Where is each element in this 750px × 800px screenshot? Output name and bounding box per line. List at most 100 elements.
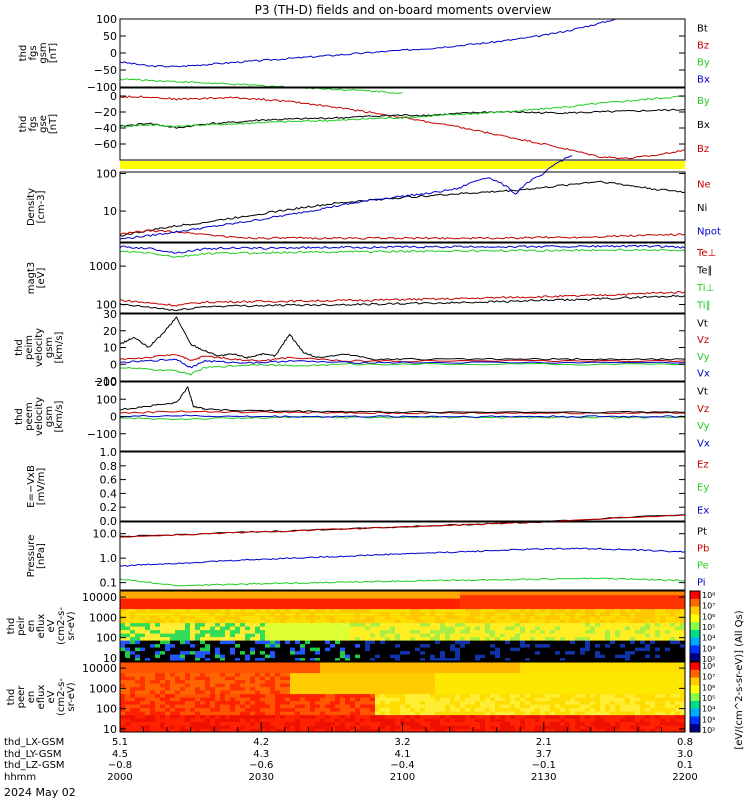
x-row-value: 4.2 [253,737,269,748]
series-Vx [120,358,685,369]
legend-Bx: Bx [697,75,710,86]
spectrogram-peer-eflux [120,662,685,732]
x-row-value: 3.7 [536,749,552,760]
panel-temperature: 1000 100 magt3 [eV] Te⊥ Te∥ Ti⊥ Ti∥ [26,242,716,314]
colorbar-segment [690,645,700,654]
y-axis-label-line: peim [24,335,35,360]
legend-Ex: Ex [697,506,709,517]
colorbar-tick-label: 10³ [702,644,715,653]
panel-frame [119,313,686,382]
panel-pressure: 10.0 1.0 0.1 Pressure [nPa] Pt Pb Pe Pi [26,514,709,591]
y-axis-label-line: [mV/m] [36,468,47,506]
legend-Vz: Vz [697,335,709,346]
x-axis-annotations: thd_LX-GSM 5.1 4.2 3.2 2.1 0.8 thd_LY-GSM 4.5 4.… [4,722,698,783]
series-group-fgs-gsm [120,19,617,95]
legend-By: By [697,58,710,69]
legend-Bz: Bz [697,41,709,52]
colorbar-frame [689,661,701,733]
x-row-value: 4.1 [395,749,411,760]
x-row-value: 3.0 [677,749,693,760]
x-row-label: hhmm [4,772,36,783]
panel-fgs-gsm: 100 50 0 −50 −100 thd fgs gsm [nT] Bt Bz By Bx [18,13,710,95]
panel-frame [119,18,686,88]
series-Pi [120,547,685,567]
colorbar-tick-label: 10⁴ [702,705,715,714]
y-tick-label: −20 [94,106,117,119]
y-tick-label: 30 [103,308,117,321]
y-axis-label-line: velocity [34,328,45,367]
panel-fgs-gse: 0 −20 −40 −60 thd fgs gse [nT] By Bx Bz [18,87,710,161]
y-axis-label-line: [nT] [48,43,59,63]
colorbar-segment [690,598,700,608]
y-tick-label: 10000 [82,662,117,675]
series-group-pressure [120,514,685,587]
y-tick-label: −10 [94,375,117,388]
colorbar-segment [690,716,700,725]
x-row-value: 2100 [390,772,415,783]
y-tick-label: 100 [96,299,117,312]
y-axis-label-line: gse [38,115,49,133]
y-axis-label-line: gsm [44,406,55,427]
colorbar-segment [690,629,700,639]
legend-Ey: Ey [697,483,709,494]
legend-Bt: Bt [697,24,708,35]
colorbar-tick-label: 10⁸ [702,662,715,671]
y-tick-label: 0.6 [100,474,118,487]
y-tick-label: 0.2 [100,501,118,514]
colorbar-segment [690,693,700,702]
x-row-value: −0.6 [249,760,273,771]
legend-Bx: Bx [697,120,710,131]
panel-peem-velocity: 200 100 0 −100 thd peem velocity gsm [km/s] Vt Vz V… [14,376,710,452]
y-tick-label: −50 [94,64,117,77]
colorbar-tick-label: 10² [702,655,715,664]
y-axis-label-line: [nT] [48,114,59,134]
series-Vt [120,386,685,414]
x-row-value: 4.3 [253,749,269,760]
y-axis-label-line: sr-eV) [66,682,77,711]
colorbar-frame [689,590,701,662]
y-axis-label-line: fgs [28,45,39,60]
legend-Te∥: Te∥ [696,265,713,276]
y-axis-label-line: E=−VxB [26,465,37,508]
colorbar: 10⁸10⁷10⁶10⁵10⁴10³10²10⁸10⁷10⁶10⁵10⁴10³1… [689,590,745,750]
x-row-value: 2000 [107,772,132,783]
y-tick-label: 0 [110,90,117,103]
spectrogram-peir-eflux [120,591,685,662]
y-axis-label-line: peer [16,685,27,709]
x-row-label: thd_LX-GSM [4,737,64,748]
panel-peer-eflux: 10000 1000 100 10 thd peer en eflux eV (cm2-s-sr-… [6,661,686,736]
series-Bx [120,19,617,68]
y-tick-label: 0.0 [100,515,118,528]
y-tick-label: 0.4 [100,487,118,500]
x-row-value: −0.8 [108,760,132,771]
series-Bz [120,95,685,160]
series-group-temperature [120,244,685,312]
y-axis-label-line: thd [14,339,25,356]
panel-peir-eflux: 10000 1000 100 10 thd peir en eflux eV (cm2-s-sr-… [6,590,686,665]
y-tick-label: 100 [96,168,117,181]
colorbar-segment [690,708,700,717]
y-tick-label: 100 [96,703,117,716]
x-row-value: 2130 [531,772,556,783]
y-axis-label-line: thd [18,116,29,133]
series-group-peim-velocity [120,316,685,376]
y-tick-label: 10 [103,723,117,736]
y-axis-label-line: [km/s] [54,400,65,432]
y-axis-label-line: magt3 [26,262,37,295]
series-group-fgs-gse [120,95,685,160]
series-Vy [120,362,685,376]
y-tick-label: −40 [94,122,117,135]
y-axis-label-line: gsm [38,42,49,63]
legend-Vy: Vy [697,352,710,363]
colorbar-segment [690,662,700,671]
x-row-value: 4.5 [112,749,128,760]
series-Ne [120,229,685,240]
y-tick-label: 10 [103,205,117,218]
legend-Npot: Npot [697,226,721,237]
y-tick-label: 0.8 [100,460,118,473]
y-axis-label-line: Pressure [26,535,37,578]
y-tick-label: 1.0 [100,446,118,459]
x-row-value: −0.1 [532,760,556,771]
y-axis-label-line: [eV] [36,268,47,289]
legend-Pe: Pe [697,561,709,572]
